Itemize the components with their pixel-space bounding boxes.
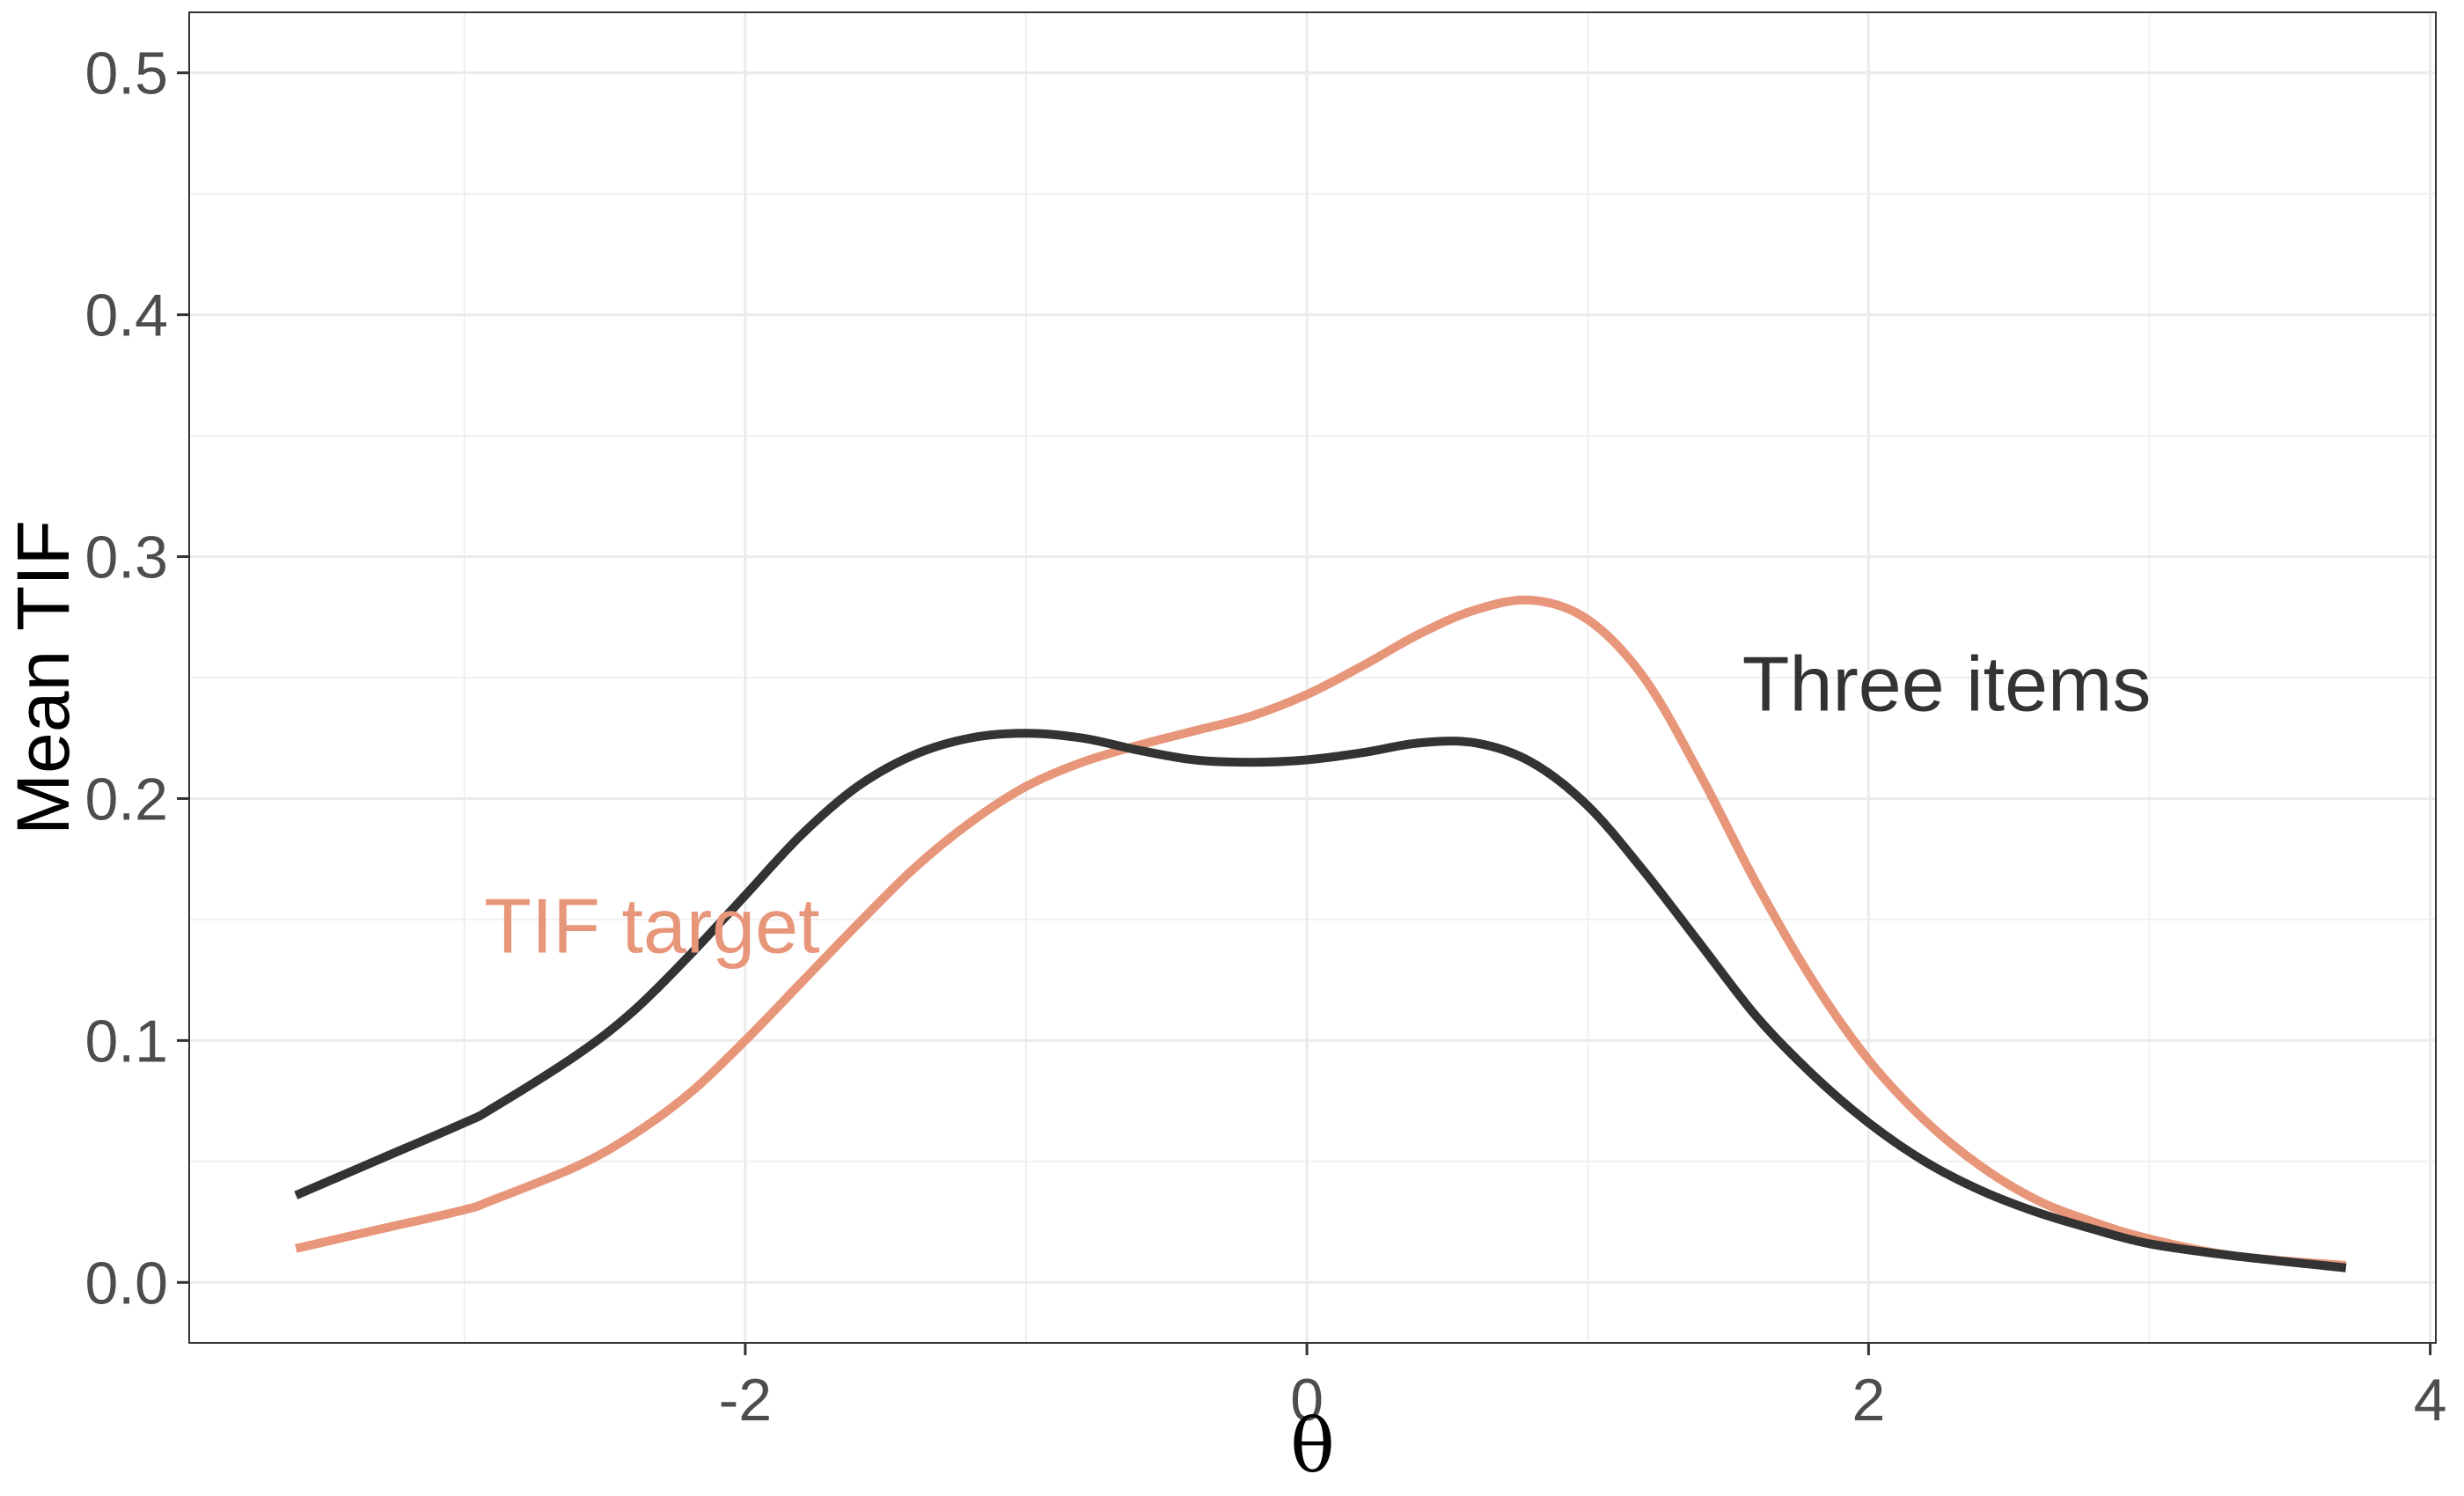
y-axis-title: Mean TIF (2, 520, 84, 835)
y-tick-label: 0.3 (84, 524, 168, 591)
x-axis-title: θ (1290, 1403, 1335, 1489)
annotation-three-items: Three items (1742, 640, 2152, 727)
x-tick-label: 2 (1852, 1367, 1885, 1434)
annotation-tif-target: TIF target (484, 882, 819, 969)
y-tick-label: 0.2 (84, 766, 168, 832)
x-tick-label: 4 (2414, 1367, 2447, 1434)
y-tick-label: 0.0 (84, 1250, 168, 1316)
y-tick-label: 0.4 (84, 282, 168, 349)
y-tick-label: 0.1 (84, 1008, 168, 1074)
x-tick-label: -2 (719, 1367, 772, 1434)
y-tick-label: 0.5 (84, 40, 168, 107)
